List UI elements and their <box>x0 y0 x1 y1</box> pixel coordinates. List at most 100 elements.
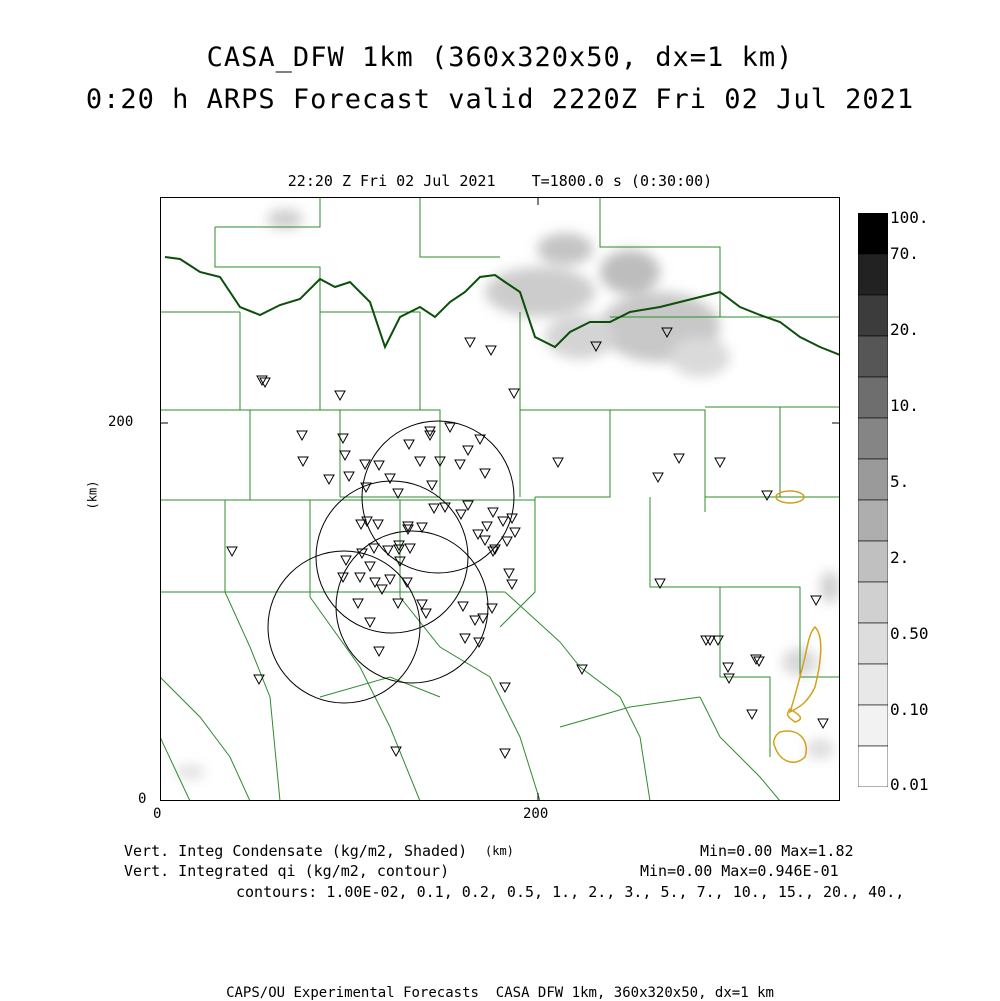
colorbar-label: 10. <box>890 396 919 415</box>
station-marker <box>463 501 473 510</box>
colorbar-label: 70. <box>890 244 919 263</box>
station-marker <box>577 665 587 674</box>
station-marker <box>405 544 415 553</box>
colorbar-segment <box>858 254 888 295</box>
station-marker <box>488 508 498 517</box>
colorbar-label: 5. <box>890 472 909 491</box>
station-marker <box>385 575 395 584</box>
station-marker <box>403 525 413 534</box>
station-marker <box>480 536 490 545</box>
station-marker <box>421 609 431 618</box>
station-marker <box>403 522 413 531</box>
station-marker <box>415 457 425 466</box>
x-tick-0: 0 <box>153 806 161 822</box>
condensate-shading <box>175 209 840 779</box>
station-marker <box>762 491 772 500</box>
colorbar-segment <box>858 541 888 582</box>
station-marker <box>340 451 350 460</box>
station-marker <box>417 523 427 532</box>
qi-contours <box>774 491 821 762</box>
station-marker <box>502 537 512 546</box>
station-marker <box>500 749 510 758</box>
colorbar-segment <box>858 213 888 254</box>
station-marker <box>297 431 307 440</box>
station-marker <box>374 461 384 470</box>
station-marker <box>324 475 334 484</box>
station-marker <box>473 530 483 539</box>
station-marker <box>751 655 761 664</box>
shaded-variable-label: Vert. Integ Condensate (kg/m2, Shaded) <box>124 842 467 860</box>
station-marker <box>811 596 821 605</box>
station-marker <box>365 562 375 571</box>
station-marker <box>486 346 496 355</box>
colorbar-segment <box>858 459 888 500</box>
station-marker <box>374 647 384 656</box>
station-marker <box>445 423 455 432</box>
station-marker <box>818 719 828 728</box>
y-axis-unit: (km) <box>85 481 99 510</box>
station-marker <box>344 472 354 481</box>
colorbar-label: 2. <box>890 548 909 567</box>
contour-levels: contours: 1.00E-02, 0.1, 0.2, 0.5, 1., 2… <box>236 883 904 901</box>
plot-title-line2: 0:20 h ARPS Forecast valid 2220Z Fri 02 … <box>0 84 1000 115</box>
station-marker <box>747 710 757 719</box>
station-marker <box>377 585 387 594</box>
station-marker <box>507 580 517 589</box>
station-marker <box>553 458 563 467</box>
station-marker <box>723 663 733 672</box>
station-marker <box>417 600 427 609</box>
plot-title-line1: CASA_DFW 1km (360x320x50, dx=1 km) <box>0 42 1000 73</box>
x-axis-unit: (km) <box>485 844 514 858</box>
station-marker <box>715 458 725 467</box>
colorbar-segment <box>858 377 888 418</box>
station-marker <box>498 517 508 526</box>
station-marker <box>724 674 734 683</box>
station-marker <box>463 446 473 455</box>
colorbar-segment <box>858 623 888 664</box>
station-marker <box>653 473 663 482</box>
station-marker <box>353 599 363 608</box>
colorbar-segment <box>858 418 888 459</box>
station-marker <box>458 602 468 611</box>
station-marker <box>373 520 383 529</box>
colorbar-label: 20. <box>890 320 919 339</box>
station-marker <box>440 503 450 512</box>
station-marker <box>369 544 379 553</box>
station-marker <box>227 547 237 556</box>
station-marker <box>393 599 403 608</box>
colorbar-label: 0.10 <box>890 700 929 719</box>
contour-minmax: Min=0.00 Max=0.946E-01 <box>640 862 839 880</box>
colorbar-segment <box>858 500 888 541</box>
colorbar-label: 0.50 <box>890 624 929 643</box>
contour-variable-label: Vert. Integrated qi (kg/m2, contour) <box>124 862 449 880</box>
colorbar-segment <box>858 582 888 623</box>
footer-credit: CAPS/OU Experimental Forecasts CASA DFW … <box>0 985 1000 1001</box>
station-marker <box>460 634 470 643</box>
station-marker <box>455 460 465 469</box>
colorbar-label: 100. <box>890 208 929 227</box>
shaded-minmax: Min=0.00 Max=1.82 <box>700 842 854 860</box>
station-marker <box>427 481 437 490</box>
station-marker <box>370 578 380 587</box>
colorbar-segment <box>858 295 888 336</box>
forecast-map <box>160 197 840 801</box>
station-marker <box>510 528 520 537</box>
y-tick-0: 0 <box>138 791 146 807</box>
station-marker <box>470 616 480 625</box>
station-marker <box>509 389 519 398</box>
station-marker <box>298 457 308 466</box>
station-marker <box>480 469 490 478</box>
station-marker <box>465 338 475 347</box>
station-marker <box>335 391 345 400</box>
station-marker <box>487 604 497 613</box>
station-marker <box>365 618 375 627</box>
station-marker <box>429 504 439 513</box>
station-marker <box>257 376 267 385</box>
station-marker <box>674 454 684 463</box>
colorbar <box>858 213 888 787</box>
valid-time-label: 22:20 Z Fri 02 Jul 2021 T=1800.0 s (0:30… <box>160 172 840 190</box>
station-marker <box>504 569 514 578</box>
colorbar-segment <box>858 664 888 705</box>
colorbar-label: 0.01 <box>890 775 929 794</box>
colorbar-segment <box>858 336 888 377</box>
